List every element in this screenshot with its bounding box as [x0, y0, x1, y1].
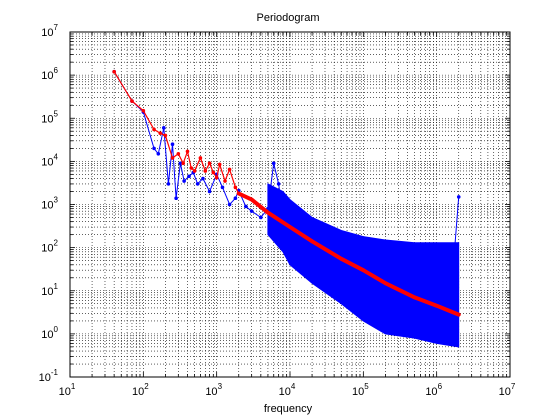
series-2-point — [170, 156, 175, 160]
series-1-point — [339, 252, 344, 257]
y-tick-label: 106 — [41, 66, 58, 82]
series-1-point — [434, 271, 439, 276]
y-tick-label: 105 — [41, 109, 58, 125]
x-tick-labels: 101 102 103 104 105 106 107 — [59, 382, 516, 398]
series-1-point — [182, 179, 186, 183]
series-2-point — [203, 169, 208, 173]
series-2-point — [189, 166, 194, 170]
series-1-point — [310, 244, 314, 248]
series-1-point — [350, 255, 354, 259]
series-2-point — [176, 151, 181, 156]
series-2-trend — [236, 191, 461, 317]
series-2-point — [214, 175, 219, 180]
series-2-point — [217, 162, 222, 167]
series-1-point — [412, 268, 417, 272]
series-1-point — [161, 126, 166, 130]
series-1-point — [374, 260, 379, 265]
series-1-point — [220, 185, 225, 190]
series-1-point — [244, 204, 248, 209]
x-tick-label: 102 — [132, 382, 149, 398]
x-tick-label: 103 — [205, 382, 222, 398]
series-1-point — [187, 174, 191, 179]
y-tick-labels: 10-1 100 101 102 103 104 105 106 107 — [39, 23, 59, 384]
series-2-point — [198, 156, 203, 160]
series-1-point — [178, 161, 183, 166]
series-1-point — [271, 161, 276, 166]
y-tick-label: 102 — [41, 239, 58, 255]
series-1-point — [170, 142, 175, 147]
series-1-point — [288, 232, 292, 237]
series-2-point — [181, 161, 186, 166]
x-tick-label: 106 — [425, 382, 442, 398]
series-1-point — [281, 212, 285, 216]
x-tick-label: 101 — [59, 382, 76, 398]
y-tick-label: 10-1 — [39, 368, 59, 384]
series-2-point — [112, 69, 116, 74]
series-2-point — [227, 167, 232, 172]
series-1-point — [276, 182, 281, 186]
series-1-point — [456, 195, 461, 199]
series-2-point — [207, 161, 212, 166]
series-2-point — [192, 169, 197, 173]
series-1-point — [301, 238, 305, 242]
chart-title: Periodogram — [257, 12, 320, 24]
noise-envelope — [267, 183, 460, 348]
ticks — [69, 31, 511, 378]
y-tick-label: 107 — [41, 23, 58, 39]
series-1-point — [233, 196, 238, 200]
series-1-point — [396, 265, 401, 270]
series-1-point — [383, 262, 388, 267]
series-1-point — [259, 215, 263, 220]
series-2-point — [158, 131, 163, 136]
blue-noise-band — [267, 183, 460, 348]
series-1-point — [195, 182, 200, 186]
y-tick-label: 103 — [41, 196, 58, 212]
series-1-point — [423, 269, 428, 274]
series-2-point — [141, 108, 146, 113]
series-1-point — [201, 176, 205, 181]
series-2-point — [163, 133, 168, 138]
series-1-point — [152, 146, 156, 151]
series-1-point — [249, 209, 254, 213]
x-tick-label: 104 — [279, 382, 296, 398]
y-tick-label: 101 — [41, 282, 58, 298]
y-tick-label: 104 — [41, 152, 58, 168]
series-2-point — [130, 99, 134, 103]
y-tick-label: 100 — [41, 325, 58, 341]
series-1-point — [174, 196, 178, 200]
series-2-point — [185, 149, 190, 154]
series-1-point — [156, 151, 161, 156]
series-2-point — [223, 179, 227, 183]
series-1-point — [361, 258, 366, 263]
series-2-point — [152, 127, 156, 132]
x-tick-label: 105 — [352, 382, 369, 398]
x-tick-label: 107 — [499, 382, 516, 398]
series-1-point — [166, 182, 171, 186]
series-layer — [112, 69, 461, 317]
series-2-point — [211, 170, 216, 175]
series-1-point — [207, 189, 212, 194]
series-2-point — [233, 185, 238, 190]
x-axis-label: frequency — [264, 403, 313, 415]
series-1-point — [227, 202, 232, 207]
